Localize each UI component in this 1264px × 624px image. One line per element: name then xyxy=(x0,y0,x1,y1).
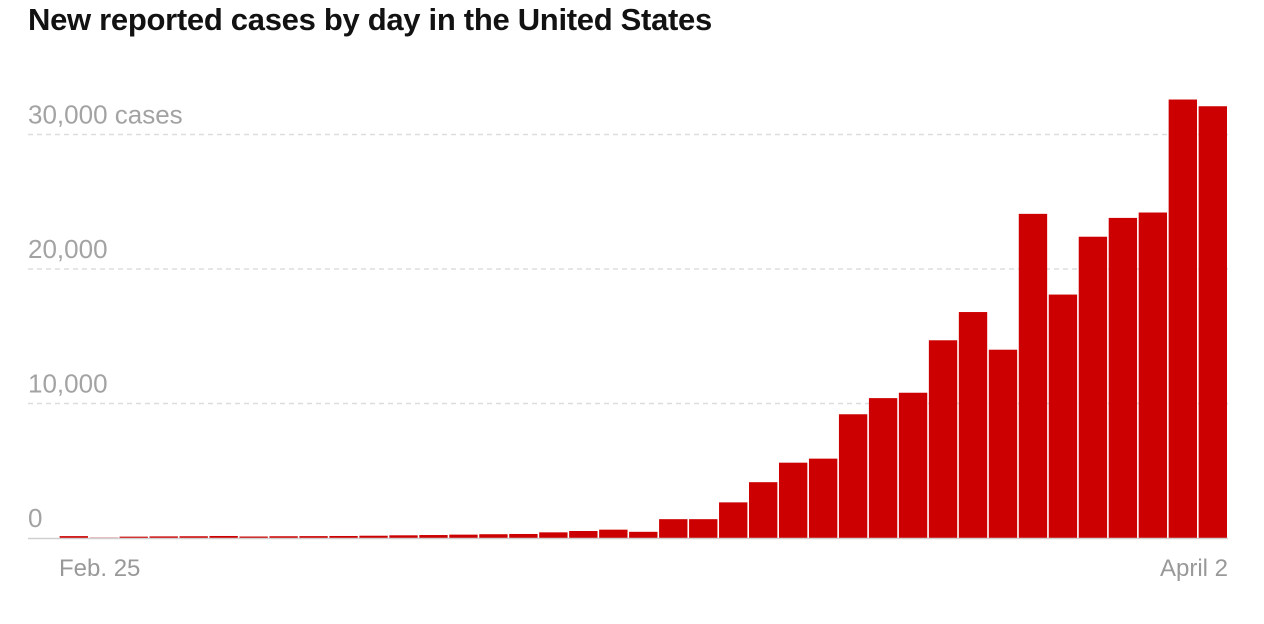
x-tick-labels: Feb. 25 April 2 xyxy=(59,555,1228,582)
bar xyxy=(449,534,478,538)
bars xyxy=(59,99,1227,538)
y-tick-label: 20,000 xyxy=(28,234,108,264)
bar xyxy=(569,531,598,538)
bar xyxy=(838,414,868,538)
bar xyxy=(299,536,328,538)
bar xyxy=(778,462,808,538)
bar xyxy=(209,535,238,538)
bar xyxy=(359,535,388,538)
bar xyxy=(479,534,508,538)
bar xyxy=(898,392,928,538)
bar xyxy=(1048,294,1078,538)
bar xyxy=(689,519,718,538)
bar xyxy=(389,535,418,538)
bar xyxy=(329,535,358,538)
bar xyxy=(239,536,268,538)
bar xyxy=(179,536,208,538)
bar xyxy=(928,340,958,538)
bar xyxy=(1138,212,1168,538)
x-tick-label-end: April 2 xyxy=(1160,555,1228,582)
bar xyxy=(719,502,748,538)
bar xyxy=(59,536,88,538)
bar xyxy=(749,482,778,538)
bar xyxy=(149,536,178,538)
y-tick-label: 0 xyxy=(28,503,42,533)
y-tick-label: 30,000 cases xyxy=(28,100,183,130)
bar xyxy=(629,531,658,538)
bar xyxy=(599,529,628,538)
bar xyxy=(988,349,1018,538)
bar xyxy=(1018,213,1048,538)
x-tick-label-start: Feb. 25 xyxy=(59,555,140,582)
bar xyxy=(119,536,148,538)
y-tick-label: 10,000 xyxy=(28,369,108,399)
chart-title: New reported cases by day in the United … xyxy=(28,2,712,37)
gridlines xyxy=(28,133,1228,405)
bar xyxy=(659,519,688,538)
bar xyxy=(958,312,988,538)
bar xyxy=(868,398,898,538)
bar xyxy=(1078,236,1108,538)
bar xyxy=(419,535,448,538)
bar xyxy=(808,458,838,538)
y-tick-labels: 0 10,000 20,000 30,000 cases xyxy=(28,100,183,534)
bar xyxy=(509,533,538,538)
bar xyxy=(269,536,298,538)
bar xyxy=(1108,217,1138,538)
bar xyxy=(1198,106,1227,538)
bar xyxy=(1168,99,1198,538)
bar xyxy=(539,532,568,538)
